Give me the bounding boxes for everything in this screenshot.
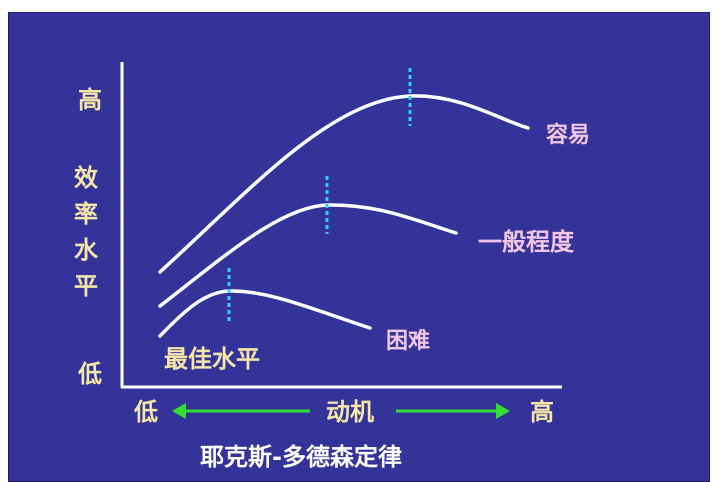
y-axis-label-char-3: 水 (74, 236, 99, 264)
curve-easy (158, 94, 530, 274)
y-axis-high-label: 高 (78, 86, 102, 114)
x-axis-low-label: 低 (133, 398, 158, 426)
y-axis-label-char-1: 效 (74, 164, 98, 192)
right-arrow-icon (396, 403, 510, 419)
y-axis-label-char-4: 平 (74, 272, 98, 300)
x-axis-high-label: 高 (530, 398, 554, 426)
curve-label-moderate: 一般程度 (478, 228, 575, 256)
curve-difficult (158, 289, 372, 338)
left-arrow-icon (172, 403, 310, 419)
optimum-level-label: 最佳水平 (164, 345, 260, 373)
curve-label-easy: 容易 (546, 122, 590, 148)
curve-label-difficult: 困难 (386, 329, 430, 354)
y-axis-low-label: 低 (77, 360, 102, 388)
y-axis-label-char-2: 率 (74, 200, 98, 228)
slide-panel (8, 12, 710, 482)
x-axis-label: 动机 (326, 398, 374, 426)
diagram-title: 耶克斯-多德森定律 (200, 443, 402, 471)
curve-moderate (158, 203, 458, 308)
